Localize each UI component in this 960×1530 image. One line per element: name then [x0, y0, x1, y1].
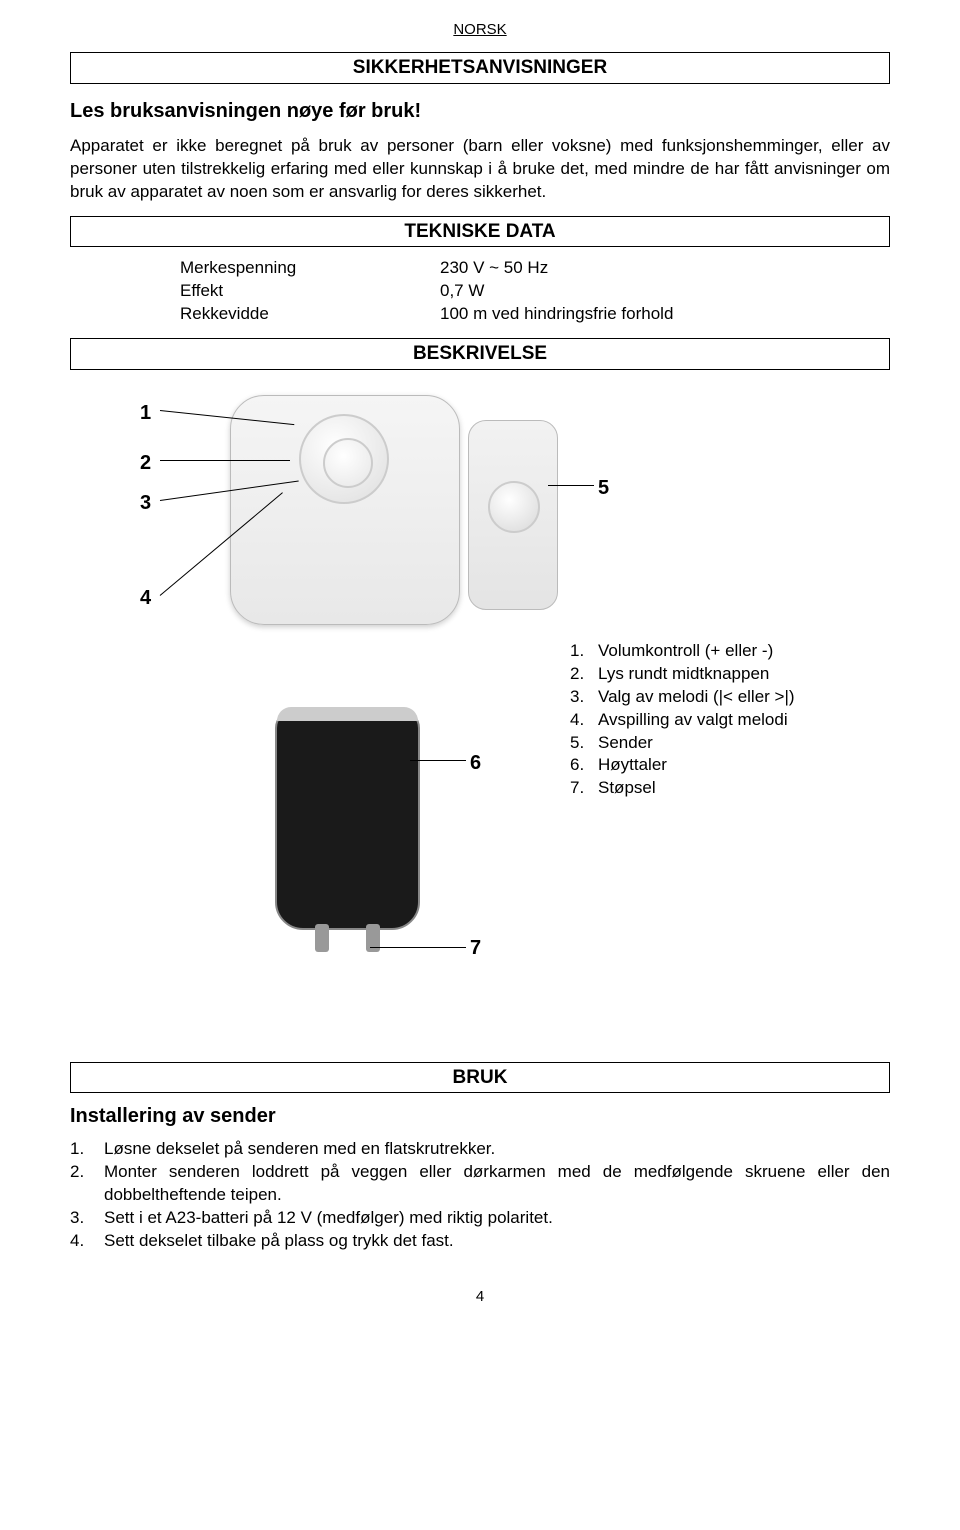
step-text: Monter senderen loddrett på veggen eller… — [104, 1161, 890, 1207]
legend-text: Sender — [598, 732, 653, 755]
step-text: Sett dekselet tilbake på plass og trykk … — [104, 1230, 890, 1253]
usage-heading: BRUK — [79, 1065, 881, 1091]
diagram-label-5: 5 — [598, 475, 609, 502]
plug-device-icon — [275, 710, 420, 930]
spec-row: Rekkevidde 100 m ved hindringsfrie forho… — [180, 303, 890, 326]
sender-device-icon — [468, 420, 558, 610]
spec-value: 0,7 W — [440, 280, 890, 303]
step-text: Sett i et A23-batteri på 12 V (medfølger… — [104, 1207, 890, 1230]
spec-label: Effekt — [180, 280, 440, 303]
safety-section-box: SIKKERHETSANVISNINGER — [70, 52, 890, 84]
step-num: 4. — [70, 1230, 104, 1253]
spec-row: Merkespenning 230 V ~ 50 Hz — [180, 257, 890, 280]
plug-top-icon — [277, 707, 418, 721]
receiver-device-icon — [230, 395, 460, 625]
legend-row: 5.Sender — [570, 732, 795, 755]
legend-row: 2.Lys rundt midtknappen — [570, 663, 795, 686]
legend-num: 4. — [570, 709, 598, 732]
spec-value: 230 V ~ 50 Hz — [440, 257, 890, 280]
spec-row: Effekt 0,7 W — [180, 280, 890, 303]
legend-row: 1.Volumkontroll (+ eller -) — [570, 640, 795, 663]
page-language-header: NORSK — [70, 20, 890, 40]
install-step: 1.Løsne dekselet på senderen med en flat… — [70, 1138, 890, 1161]
install-steps-list: 1.Løsne dekselet på senderen med en flat… — [70, 1138, 890, 1253]
page-number: 4 — [70, 1287, 890, 1307]
install-subheading: Installering av sender — [70, 1103, 890, 1130]
legend-text: Støpsel — [598, 777, 656, 800]
sender-button-icon — [488, 481, 540, 533]
spec-label: Rekkevidde — [180, 303, 440, 326]
legend-text: Volumkontroll (+ eller -) — [598, 640, 773, 663]
spec-value: 100 m ved hindringsfrie forhold — [440, 303, 890, 326]
legend-text: Høyttaler — [598, 754, 667, 777]
diagram-label-2: 2 — [140, 450, 151, 477]
leader-line — [160, 460, 290, 461]
receiver-button-icon — [299, 414, 389, 504]
legend-text: Valg av melodi (|< eller >|) — [598, 686, 795, 709]
legend-num: 6. — [570, 754, 598, 777]
diagram-label-3: 3 — [140, 490, 151, 517]
leader-line — [410, 760, 466, 761]
diagram-label-6: 6 — [470, 750, 481, 777]
step-text: Løsne dekselet på senderen med en flatsk… — [104, 1138, 890, 1161]
safety-heading: SIKKERHETSANVISNINGER — [79, 55, 881, 81]
install-step: 3.Sett i et A23-batteri på 12 V (medfølg… — [70, 1207, 890, 1230]
step-num: 2. — [70, 1161, 104, 1207]
diagram-label-7: 7 — [470, 935, 481, 962]
tech-heading: TEKNISKE DATA — [79, 219, 881, 245]
install-step: 2.Monter senderen loddrett på veggen ell… — [70, 1161, 890, 1207]
desc-section-box: BESKRIVELSE — [70, 338, 890, 370]
leader-line — [548, 485, 594, 486]
diagram-area: 1 2 3 4 5 6 7 1.Volumkontroll (+ eller -… — [70, 390, 890, 1050]
step-num: 3. — [70, 1207, 104, 1230]
diagram-legend: 1.Volumkontroll (+ eller -) 2.Lys rundt … — [570, 640, 795, 801]
legend-row: 7.Støpsel — [570, 777, 795, 800]
safety-body-text: Apparatet er ikke beregnet på bruk av pe… — [70, 135, 890, 204]
legend-text: Avspilling av valgt melodi — [598, 709, 788, 732]
diagram-label-1: 1 — [140, 400, 151, 427]
install-step: 4.Sett dekselet tilbake på plass og tryk… — [70, 1230, 890, 1253]
tech-section-box: TEKNISKE DATA — [70, 216, 890, 248]
diagram-label-4: 4 — [140, 585, 151, 612]
legend-text: Lys rundt midtknappen — [598, 663, 769, 686]
step-num: 1. — [70, 1138, 104, 1161]
specs-block: Merkespenning 230 V ~ 50 Hz Effekt 0,7 W… — [180, 257, 890, 326]
legend-row: 3.Valg av melodi (|< eller >|) — [570, 686, 795, 709]
read-first-heading: Les bruksanvisningen nøye før bruk! — [70, 98, 890, 125]
spec-label: Merkespenning — [180, 257, 440, 280]
legend-num: 3. — [570, 686, 598, 709]
legend-row: 4.Avspilling av valgt melodi — [570, 709, 795, 732]
leader-line — [370, 947, 466, 948]
usage-section-box: BRUK — [70, 1062, 890, 1094]
plug-prong-icon — [315, 924, 329, 952]
legend-num: 2. — [570, 663, 598, 686]
desc-heading: BESKRIVELSE — [79, 341, 881, 367]
legend-row: 6.Høyttaler — [570, 754, 795, 777]
legend-num: 1. — [570, 640, 598, 663]
legend-num: 7. — [570, 777, 598, 800]
legend-num: 5. — [570, 732, 598, 755]
